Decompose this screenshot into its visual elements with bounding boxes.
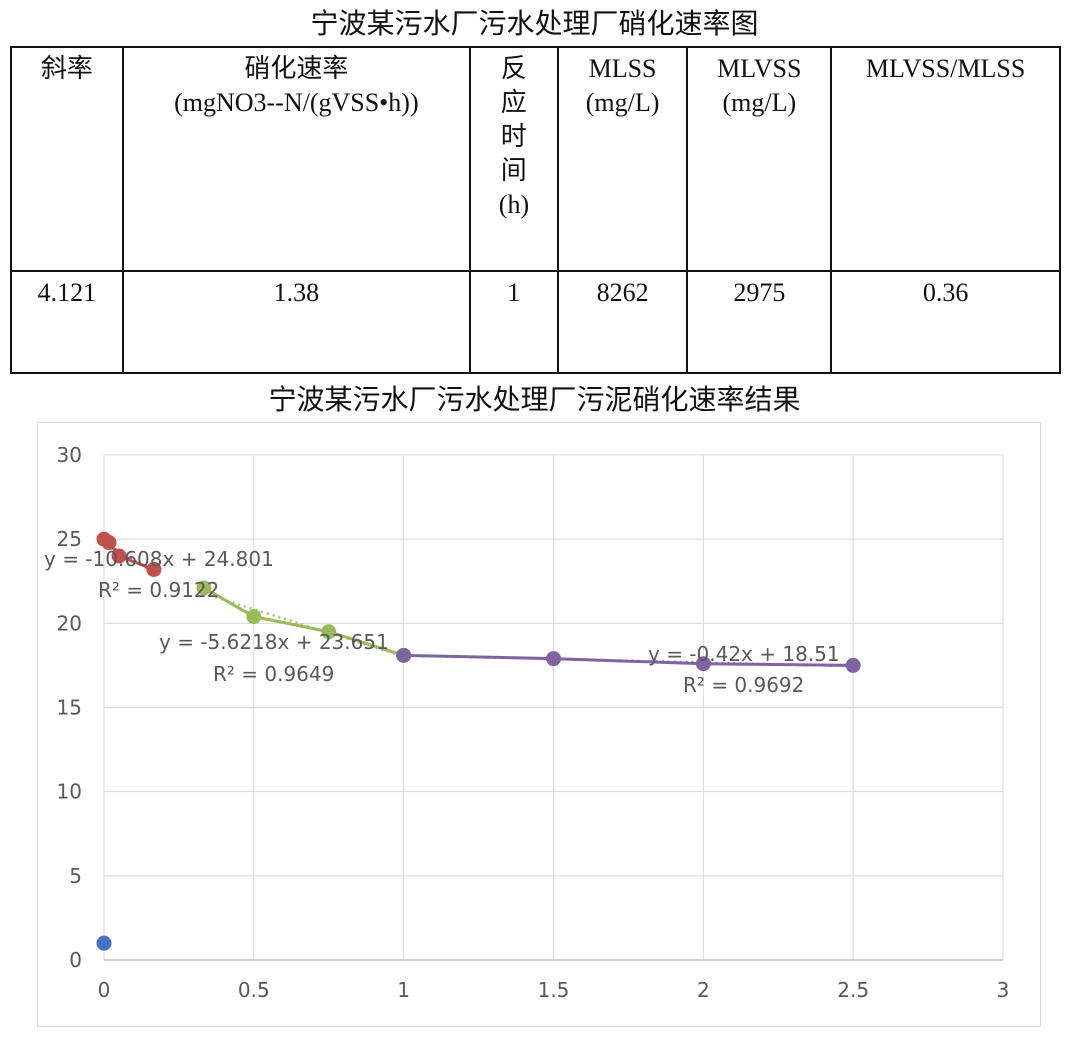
trendline-r2: R² = 0.9649: [213, 662, 334, 686]
cell-mlvss: 2975: [686, 270, 833, 374]
table-header-row: 斜率 硝化速率 (mgNO3--N/(gVSS•h)) 反应时间(h) MLSS…: [10, 46, 1061, 272]
cell-nitrification-rate: 1.38: [121, 270, 471, 374]
scatter-chart: 0 5 10 15 20 25 30 0 0.5 1 1.5 2 2.5 3 y = -10.608x + …: [44, 443, 1010, 1002]
x-tick-label: 3: [997, 978, 1010, 1002]
data-point: [196, 580, 212, 596]
header-mlvss-label: MLVSS: [717, 54, 802, 83]
header-nitrification-rate-unit: (mgNO3--N/(gVSS•h)): [174, 88, 419, 117]
y-tick-label: 15: [57, 696, 82, 720]
x-tick-label: 1.5: [538, 978, 570, 1002]
x-tick-label: 2: [697, 978, 710, 1002]
trendline-equation: y = -5.6218x + 23.651: [159, 630, 389, 654]
y-tick-label: 25: [57, 527, 82, 551]
y-tick-label: 5: [69, 864, 82, 888]
header-nitrification-rate: 硝化速率 (mgNO3--N/(gVSS•h)): [121, 46, 471, 272]
header-slope: 斜率: [10, 46, 124, 272]
data-point: [101, 535, 117, 551]
header-mlss-unit: (mg/L): [585, 88, 660, 117]
table-row: 4.121 1.38 1 8262 2975 0.36: [10, 270, 1061, 374]
trendline-equation: y = -0.42x + 18.51: [648, 642, 840, 666]
table-title: 宁波某污水厂污水处理厂硝化速率图: [310, 7, 759, 40]
y-tick-label: 30: [57, 443, 82, 467]
data-point: [396, 647, 412, 663]
data-point: [146, 561, 162, 577]
trendline-r2: R² = 0.9122: [98, 578, 219, 602]
header-mlss: MLSS (mg/L): [556, 46, 689, 272]
data-point: [546, 651, 561, 667]
x-tick-label: 0: [98, 978, 111, 1002]
cell-slope: 4.121: [10, 270, 124, 374]
data-table: 斜率 硝化速率 (mgNO3--N/(gVSS•h)) 反应时间(h) MLSS…: [10, 46, 1061, 374]
data-point: [246, 609, 262, 625]
data-point: [845, 657, 861, 673]
data-point: [321, 624, 337, 640]
header-reaction-time: 反应时间(h): [468, 46, 559, 272]
header-nitrification-rate-label: 硝化速率: [244, 54, 349, 83]
x-tick-label: 2.5: [837, 978, 869, 1002]
data-point: [111, 548, 127, 564]
trendline-equation: y = -10.608x + 24.801: [44, 547, 274, 571]
chart-title: 宁波某污水厂污水处理厂污泥硝化速率结果: [268, 383, 801, 416]
cell-mlss: 8262: [556, 270, 689, 374]
series-line: [403, 653, 854, 667]
cell-mlvss-mlss: 0.36: [830, 270, 1061, 374]
y-tick-label: 0: [69, 948, 82, 972]
x-tick-label: 0.5: [238, 978, 270, 1002]
trendline-r2: R² = 0.9692: [683, 673, 804, 697]
data-point: [695, 656, 711, 672]
chart-area: 0 5 10 15 20 25 30 0 0.5 1 1.5 2 2.5 3 y = -10.608x + …: [37, 422, 1041, 1027]
header-mlvss: MLVSS (mg/L): [686, 46, 833, 272]
series-line: [203, 586, 405, 657]
header-mlss-label: MLSS: [588, 54, 657, 83]
x-tick-label: 1: [397, 978, 410, 1002]
header-mlvss-mlss: MLVSS/MLSS: [830, 46, 1061, 272]
y-tick-label: 20: [57, 611, 82, 635]
data-point: [96, 935, 112, 951]
header-mlvss-unit: (mg/L): [722, 88, 797, 117]
y-tick-label: 10: [57, 780, 82, 804]
cell-reaction-time: 1: [468, 270, 559, 374]
